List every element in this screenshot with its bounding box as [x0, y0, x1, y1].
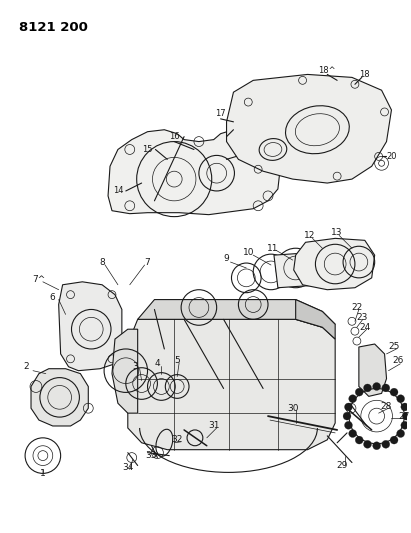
Text: 8121 200: 8121 200: [19, 21, 88, 34]
Circle shape: [349, 395, 357, 402]
Circle shape: [397, 395, 404, 402]
Text: 4: 4: [155, 359, 160, 368]
Text: 24: 24: [359, 323, 370, 332]
Text: 6: 6: [50, 293, 55, 302]
Circle shape: [349, 430, 357, 438]
Circle shape: [390, 436, 398, 444]
Text: 9: 9: [224, 254, 229, 263]
Polygon shape: [31, 369, 88, 426]
Text: 7: 7: [145, 257, 150, 266]
Text: 1: 1: [40, 469, 46, 478]
Circle shape: [402, 412, 410, 420]
Text: 5: 5: [174, 356, 180, 365]
Text: 3: 3: [132, 362, 138, 371]
Polygon shape: [296, 300, 335, 339]
Circle shape: [364, 384, 372, 392]
Text: 30: 30: [287, 403, 298, 413]
Circle shape: [401, 403, 409, 411]
Text: 16: 16: [169, 132, 180, 141]
Circle shape: [390, 388, 398, 396]
Text: 18^: 18^: [319, 66, 336, 75]
Circle shape: [382, 384, 390, 392]
Text: 31: 31: [208, 422, 219, 431]
Circle shape: [355, 436, 363, 444]
Text: 27: 27: [399, 411, 410, 421]
Text: 28: 28: [381, 402, 392, 411]
Polygon shape: [112, 329, 138, 413]
Circle shape: [373, 442, 381, 450]
Text: 14: 14: [113, 187, 123, 196]
Polygon shape: [128, 319, 335, 450]
Text: 10: 10: [242, 248, 254, 257]
Text: 25: 25: [389, 343, 400, 351]
Polygon shape: [274, 252, 322, 288]
Circle shape: [355, 388, 363, 396]
Polygon shape: [294, 238, 375, 290]
Circle shape: [401, 421, 409, 429]
Text: 29: 29: [336, 461, 348, 470]
Text: 26: 26: [393, 356, 404, 365]
Text: 20: 20: [386, 152, 397, 161]
Circle shape: [382, 440, 390, 448]
Polygon shape: [226, 75, 391, 183]
Text: 33: 33: [146, 451, 157, 460]
Polygon shape: [359, 344, 386, 397]
Text: 11: 11: [267, 244, 279, 253]
Circle shape: [373, 383, 381, 391]
Text: 12: 12: [304, 231, 315, 240]
Polygon shape: [59, 282, 122, 370]
Text: 22: 22: [351, 303, 363, 312]
Circle shape: [364, 440, 372, 448]
Circle shape: [343, 412, 351, 420]
Text: 17: 17: [215, 109, 226, 118]
Text: 18: 18: [360, 70, 370, 79]
Text: 13: 13: [331, 228, 343, 237]
Text: 32: 32: [171, 435, 183, 445]
Circle shape: [397, 430, 404, 438]
Polygon shape: [138, 300, 335, 327]
Text: 8: 8: [99, 257, 105, 266]
Text: 34: 34: [122, 463, 134, 472]
Circle shape: [344, 403, 352, 411]
Circle shape: [344, 421, 352, 429]
Polygon shape: [108, 130, 280, 215]
Text: 2: 2: [23, 362, 29, 371]
Text: 23: 23: [356, 313, 367, 322]
Text: 15: 15: [142, 145, 153, 154]
Text: 7^: 7^: [32, 276, 46, 284]
